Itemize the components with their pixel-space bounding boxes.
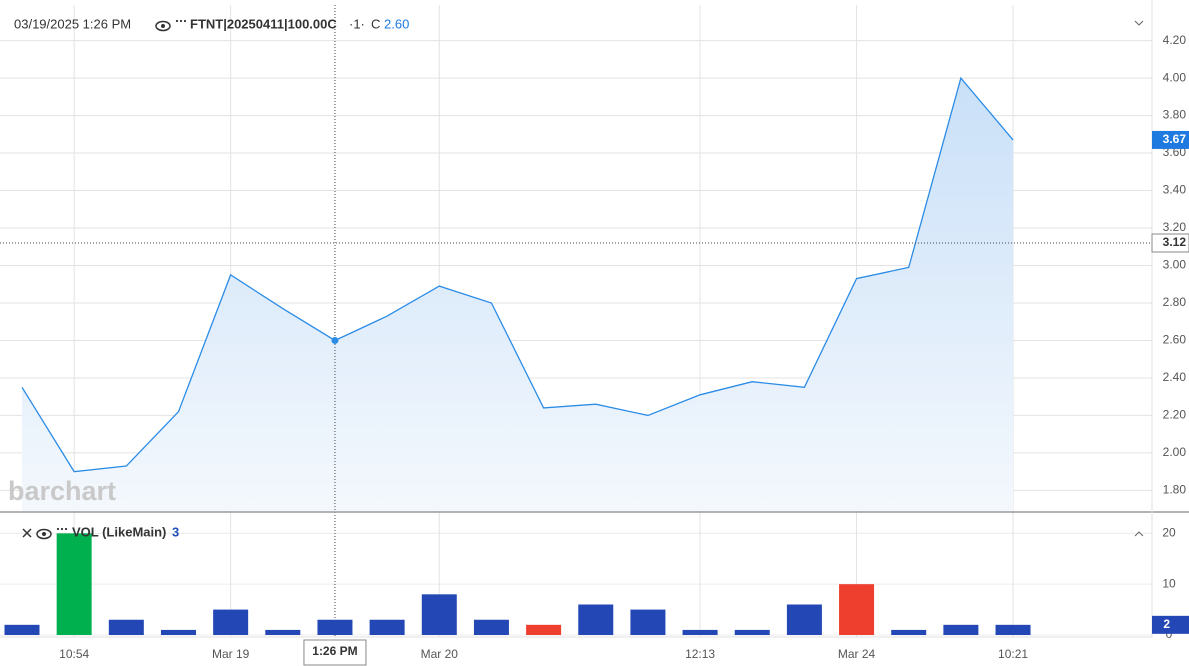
y-tick-label: 2.80 xyxy=(1163,295,1187,309)
y-tick-label: 0 xyxy=(1166,627,1173,641)
volume-bar xyxy=(891,629,927,635)
volume-bar xyxy=(56,533,92,635)
y-tick-label: 4.00 xyxy=(1163,70,1187,84)
volume-bar xyxy=(786,604,822,635)
close-prefix: C xyxy=(371,16,380,31)
x-tick-label: Mar 19 xyxy=(212,647,250,661)
price-line xyxy=(21,76,1014,473)
volume-bar xyxy=(526,624,562,635)
x-tick-label: Mar 24 xyxy=(838,647,876,661)
volume-bar xyxy=(995,624,1031,635)
y-tick-label: 3.80 xyxy=(1163,108,1187,122)
volume-bar xyxy=(839,584,875,635)
y-tick-label: 3.00 xyxy=(1163,258,1187,272)
volume-bar xyxy=(369,619,405,635)
crosshair-y-box xyxy=(1151,233,1189,253)
volume-value: 3 xyxy=(172,524,179,539)
volume-bar xyxy=(578,604,614,635)
volume-bar xyxy=(943,624,979,635)
more-icon[interactable] xyxy=(175,19,187,23)
x-tick-label: 10:21 xyxy=(998,647,1028,661)
eye-icon[interactable] xyxy=(155,20,171,32)
y-tick-label: 2.60 xyxy=(1163,333,1187,347)
volume-bar xyxy=(682,629,718,635)
crosshair-x-label: 1:26 PM xyxy=(312,644,357,658)
interval: ·1· xyxy=(349,16,365,31)
volume-bar xyxy=(4,624,40,635)
last-volume-label: 2 xyxy=(1163,617,1170,631)
y-tick-label: 1.80 xyxy=(1163,483,1187,497)
volume-bar xyxy=(421,594,457,635)
y-tick-label: 4.20 xyxy=(1163,33,1187,47)
more-icon[interactable] xyxy=(56,527,68,531)
volume-bar xyxy=(734,629,770,635)
last-volume-badge xyxy=(1152,615,1189,634)
y-tick-label: 2.20 xyxy=(1163,408,1187,422)
close-icon[interactable] xyxy=(22,528,32,538)
volume-bar xyxy=(317,619,353,635)
collapse-chevron[interactable] xyxy=(1134,531,1144,537)
volume-bar xyxy=(108,619,144,635)
crosshair-point xyxy=(331,336,339,344)
volume-bar xyxy=(473,619,509,635)
y-tick-label: 2.40 xyxy=(1163,370,1187,384)
timestamp: 03/19/2025 1:26 PM xyxy=(14,16,131,31)
close-value: 2.60 xyxy=(384,16,409,31)
y-tick-label: 3.40 xyxy=(1163,183,1187,197)
crosshair-x-box xyxy=(303,639,367,666)
x-tick-label: Mar 20 xyxy=(421,647,459,661)
eye-icon[interactable] xyxy=(36,528,52,540)
volume-title: VOL (LikeMain) xyxy=(72,524,166,539)
volume-bar xyxy=(630,609,666,635)
watermark: barchart xyxy=(8,476,116,506)
y-tick-label: 2.00 xyxy=(1163,445,1187,459)
last-value-label: 3.67 xyxy=(1163,132,1187,146)
label-layer: 1.802.002.202.402.602.803.003.203.403.60… xyxy=(59,33,1189,666)
x-tick-label: 12:13 xyxy=(685,647,715,661)
volume-bar xyxy=(160,629,196,635)
symbol: FTNT|20250411|100.00C xyxy=(190,16,337,31)
last-value-badge xyxy=(1152,130,1189,149)
price-area xyxy=(22,78,1014,511)
collapse-chevron[interactable] xyxy=(1134,20,1144,26)
y-tick-label: 10 xyxy=(1162,576,1176,590)
y-tick-label: 3.20 xyxy=(1163,220,1187,234)
x-tick-label: 10:54 xyxy=(59,647,89,661)
mark-layer xyxy=(0,5,1152,637)
volume-bar xyxy=(213,609,249,635)
crosshair-y-label: 3.12 xyxy=(1163,235,1187,249)
volume-bar xyxy=(265,629,301,635)
y-tick-label: 20 xyxy=(1162,526,1176,540)
